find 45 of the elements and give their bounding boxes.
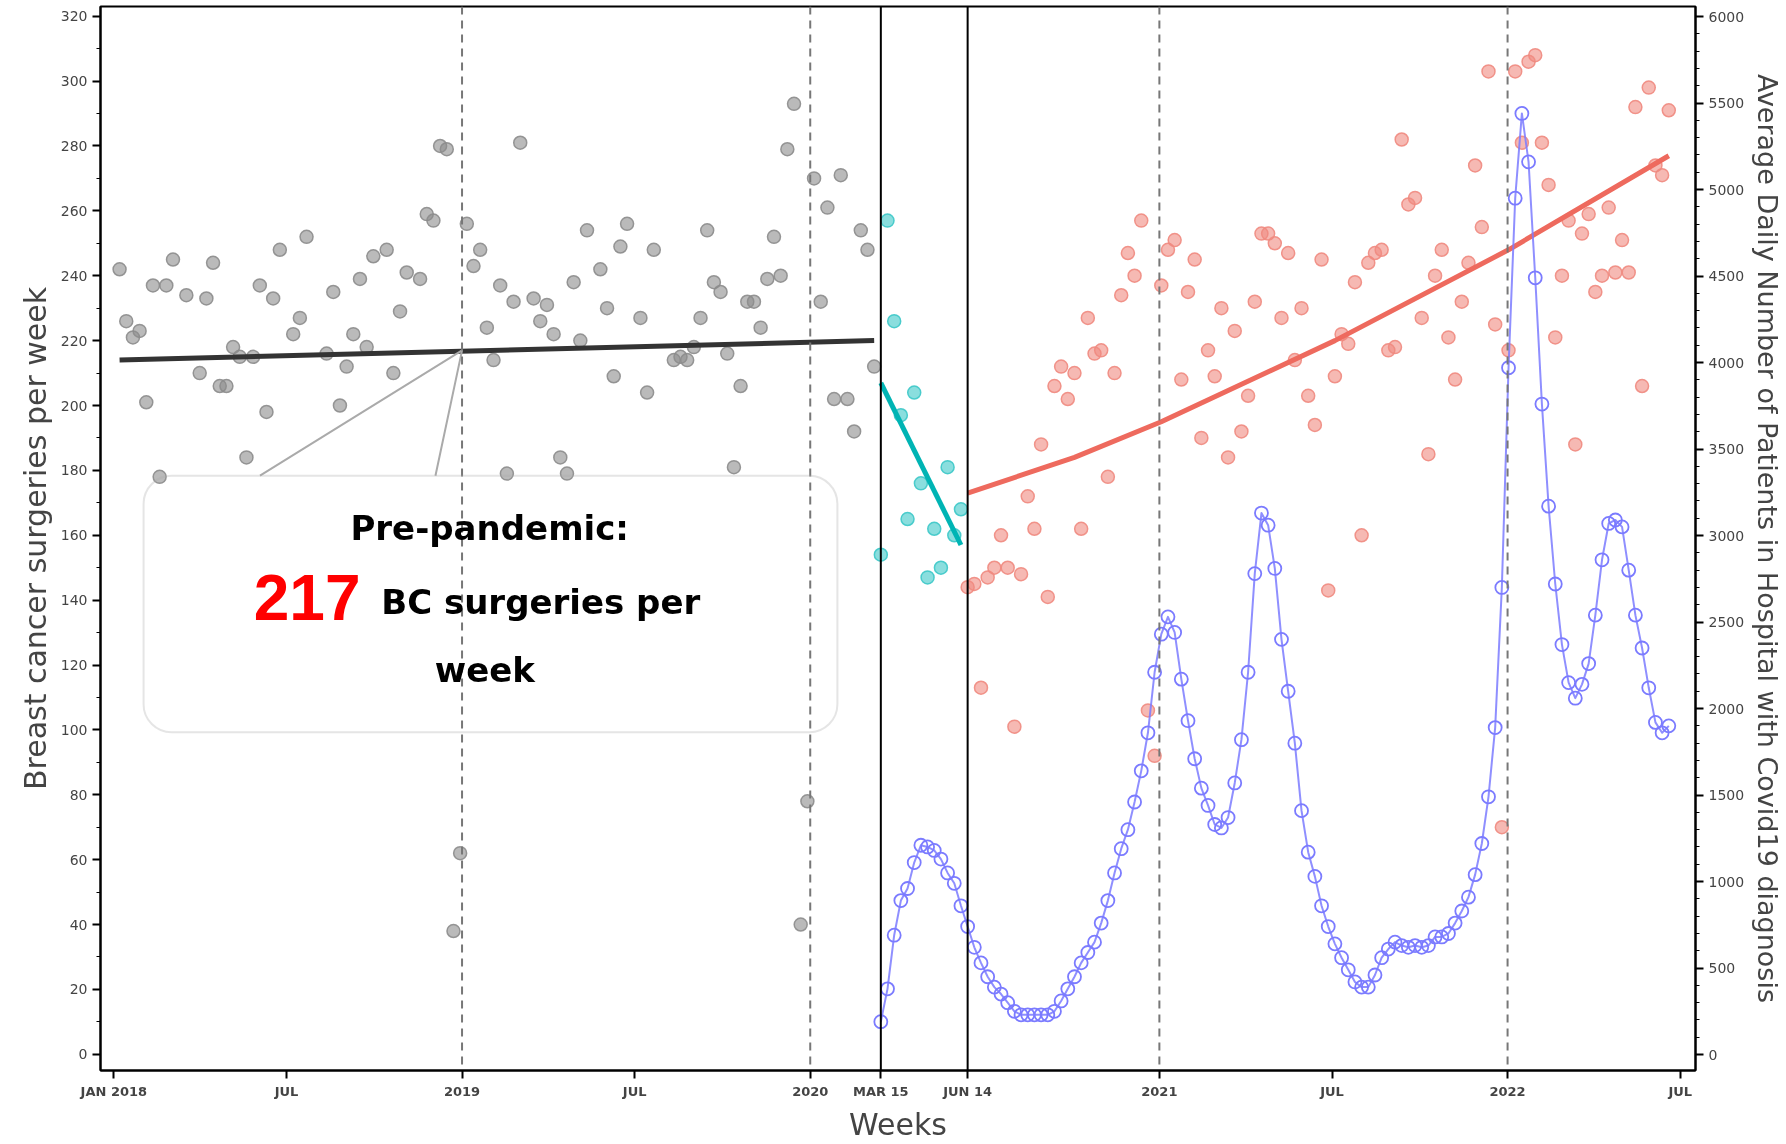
y2-tick-label: 3000 bbox=[1708, 527, 1745, 544]
x-tick-label: JUL bbox=[1319, 1083, 1344, 1099]
y-tick-label: 260 bbox=[60, 202, 88, 219]
annotation: Pre-pandemic: 217 BC surgeries per week bbox=[253, 507, 701, 691]
y2-tick-label: 2000 bbox=[1708, 700, 1745, 717]
y2-tick-label: 3500 bbox=[1708, 441, 1745, 458]
x-tick-label: 2022 bbox=[1489, 1083, 1526, 1099]
x-tick-label: MAR 15 bbox=[853, 1083, 909, 1099]
y2-axis-title: Average Daily Number of Patients in Hospital with Covid19 diagnosis bbox=[1752, 74, 1784, 1003]
y-tick-label: 300 bbox=[60, 73, 88, 90]
y-tick-label: 220 bbox=[60, 332, 88, 349]
y-tick-label: 40 bbox=[69, 916, 88, 933]
x-tick-label: JUL bbox=[621, 1083, 647, 1099]
x-tick-label: JUN 14 bbox=[942, 1083, 993, 1099]
y2-tick-label: 4000 bbox=[1708, 354, 1745, 371]
x-tick-label: 2020 bbox=[792, 1083, 829, 1099]
x-axis-title: Weeks bbox=[849, 1106, 947, 1142]
y-tick-label: 320 bbox=[60, 8, 88, 25]
y-tick-label: 120 bbox=[60, 657, 88, 674]
y2-tick-label: 5000 bbox=[1708, 181, 1745, 198]
y-tick-label: 80 bbox=[69, 786, 88, 803]
x-tick-label: JUL bbox=[273, 1083, 299, 1099]
y-tick-label: 160 bbox=[60, 527, 88, 544]
y-tick-label: 200 bbox=[60, 397, 88, 414]
y2-tick-label: 5500 bbox=[1708, 95, 1745, 112]
y-tick-label: 280 bbox=[60, 137, 88, 154]
x-tick-label: 2019 bbox=[443, 1083, 481, 1099]
y-tick-label: 140 bbox=[60, 592, 88, 609]
y2-tick-label: 1000 bbox=[1708, 873, 1745, 890]
y-axis-title: Breast cancer surgeries per week bbox=[17, 286, 53, 791]
y2-tick-label: 500 bbox=[1708, 960, 1736, 977]
y2-tick-label: 1500 bbox=[1708, 787, 1745, 804]
y-tick-label: 100 bbox=[60, 721, 88, 738]
y2-tick-label: 6000 bbox=[1708, 8, 1745, 25]
y-tick-label: 60 bbox=[69, 851, 88, 868]
x-tick-label: 2021 bbox=[1141, 1083, 1178, 1099]
y-tick-label: 240 bbox=[60, 267, 88, 284]
y-tick-label: 20 bbox=[69, 981, 88, 998]
x-tick-label: JAN 2018 bbox=[79, 1083, 148, 1099]
y2-tick-label: 2500 bbox=[1708, 614, 1745, 631]
y2-tick-label: 0 bbox=[1708, 1046, 1718, 1063]
x-tick-label: JUL bbox=[1667, 1083, 1693, 1099]
y-tick-label: 0 bbox=[78, 1046, 88, 1063]
y2-tick-label: 4500 bbox=[1708, 268, 1745, 285]
y-tick-label: 180 bbox=[60, 462, 88, 479]
